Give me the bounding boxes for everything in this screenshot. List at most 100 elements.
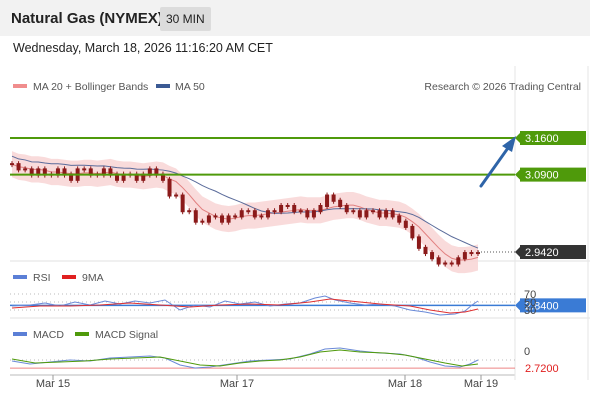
rsi-level-50: 50 — [524, 297, 536, 309]
price-level-label-4: 2.7200 — [525, 363, 559, 375]
candle-body — [10, 163, 14, 166]
x-tick-mar19: Mar 19 — [464, 378, 498, 390]
candle-body — [180, 194, 185, 213]
header-bar: Natural Gas (NYMEX) 30 MIN — [0, 0, 590, 36]
x-axis-ticks — [52, 375, 482, 380]
candle-body — [101, 168, 106, 176]
resistance-pointer-1 — [515, 169, 520, 180]
candle-body — [272, 210, 277, 213]
credit-label: Research © 2026 Trading Central — [424, 81, 581, 93]
macd-line — [11, 347, 479, 369]
candle-body — [436, 257, 441, 265]
candle-body — [220, 215, 225, 223]
support-pointer-3 — [515, 300, 520, 311]
candle-body — [160, 173, 165, 181]
x-tick-mar17: Mar 17 — [220, 378, 254, 390]
macd-signal-legend-swatch — [75, 332, 89, 336]
candle-body — [298, 210, 303, 213]
candle-body — [167, 178, 172, 197]
candle-body — [318, 204, 323, 213]
candle-body — [246, 210, 251, 213]
candle-body — [42, 168, 47, 176]
candle-body — [206, 215, 211, 223]
candle-body — [384, 210, 389, 218]
ma50-legend-swatch — [156, 84, 170, 88]
candle-body — [200, 220, 205, 223]
resistance-pointer-0 — [515, 133, 520, 143]
rsi-ma-legend-label: 9MA — [82, 272, 104, 284]
candle-body — [16, 163, 21, 171]
candle-body — [239, 210, 244, 218]
candle-body — [344, 204, 349, 213]
candle-body — [370, 210, 375, 213]
candle-body — [416, 236, 421, 249]
candle-body — [213, 215, 218, 218]
price-level-label-2: 2.9420 — [525, 247, 559, 259]
candle-body — [285, 204, 290, 207]
candle-body — [430, 252, 435, 260]
candle-body — [456, 257, 461, 265]
price-level-label-3: 2.8400 — [525, 300, 559, 312]
candle-body — [397, 215, 402, 223]
rsi-level-70: 70 — [524, 289, 536, 301]
support-tag-3 — [520, 298, 586, 313]
candle-body — [265, 210, 270, 218]
candle-body — [108, 168, 113, 176]
candle-body — [331, 194, 336, 202]
candle-body — [69, 173, 74, 181]
price-series-group — [10, 151, 480, 274]
candle-body — [292, 204, 297, 213]
candle-body — [88, 168, 93, 176]
candle-body — [121, 173, 126, 181]
candle-body — [338, 199, 343, 207]
rsi-legend-label: RSI — [33, 272, 51, 284]
candle-body — [147, 168, 152, 176]
candle-body — [141, 173, 146, 181]
candle-body — [187, 210, 192, 213]
macd-signal-line — [11, 349, 479, 367]
candle-body — [252, 210, 257, 218]
candle-body — [55, 168, 60, 176]
ma50-legend-label: MA 50 — [175, 81, 205, 93]
candle-body — [377, 210, 382, 218]
price-level-label-0: 3.1600 — [525, 133, 559, 145]
candle-body — [193, 210, 198, 223]
x-tick-mar18: Mar 18 — [388, 378, 422, 390]
rsi-level-lines — [10, 293, 515, 311]
candle-body — [233, 215, 238, 218]
macd-zero-label: 0 — [524, 346, 530, 358]
candle-body — [443, 262, 448, 265]
candle-body — [351, 210, 356, 213]
bollinger-band — [12, 151, 478, 274]
candle-body — [305, 210, 310, 218]
candle-body — [154, 168, 159, 176]
candle-body — [62, 168, 67, 176]
ma20-legend-swatch — [13, 84, 27, 88]
current-price-pointer — [515, 247, 520, 258]
candle-body — [476, 252, 480, 255]
candle-body — [364, 210, 369, 218]
candle-body — [462, 252, 467, 260]
candle-body — [403, 220, 408, 228]
candle-body — [36, 168, 41, 176]
forecast-arrow — [479, 136, 516, 188]
candle-body — [279, 204, 284, 213]
macd-signal-legend-label: MACD Signal — [95, 329, 158, 341]
candle-body — [390, 210, 395, 218]
rsi-level-30: 30 — [524, 305, 536, 317]
candle-body — [410, 225, 415, 239]
candle-body — [449, 262, 454, 265]
candle-body — [325, 194, 330, 207]
macd-legend-swatch — [13, 332, 27, 336]
ma20-legend-label: MA 20 + Bollinger Bands — [33, 81, 148, 93]
ma50-line — [11, 155, 479, 249]
rsi-ma-line — [11, 298, 479, 314]
timeframe-badge[interactable]: 30 MIN — [160, 7, 211, 31]
x-tick-mar15: Mar 15 — [36, 378, 70, 390]
rsi-legend-swatch — [13, 275, 27, 279]
candle-body — [23, 168, 28, 171]
candle-body — [134, 173, 139, 181]
candle-body — [357, 210, 362, 218]
